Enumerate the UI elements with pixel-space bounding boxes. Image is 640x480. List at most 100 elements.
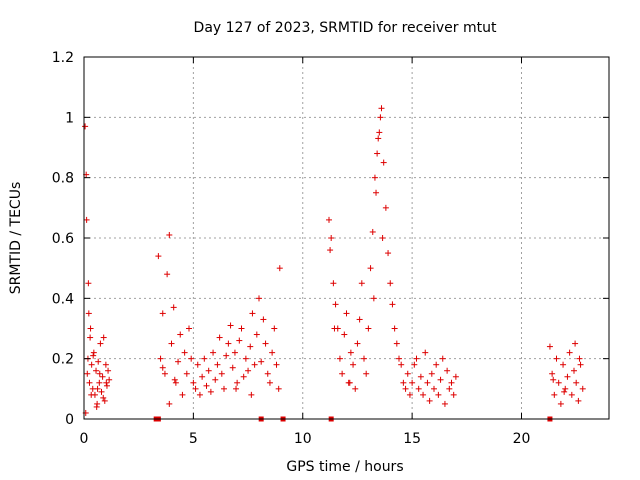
data-point [328, 235, 335, 241]
data-point [240, 373, 247, 380]
data-point [166, 231, 173, 238]
data-point [157, 355, 164, 362]
data-point [428, 370, 435, 377]
data-point [332, 301, 339, 308]
data-point [346, 379, 353, 386]
data-point [90, 352, 97, 359]
data-point [90, 349, 97, 356]
y-tick-label: 0 [65, 412, 74, 428]
data-point [389, 301, 396, 308]
data-point [343, 310, 350, 317]
data-point [415, 385, 422, 392]
data-point [568, 391, 575, 398]
data-point [183, 370, 190, 377]
data-point [420, 391, 427, 398]
data-point [249, 310, 256, 317]
data-point [365, 325, 372, 332]
data-point [441, 400, 448, 407]
data-point [356, 316, 363, 323]
data-point [576, 355, 583, 362]
data-point [247, 343, 254, 350]
data-point [549, 370, 556, 377]
data-point [562, 385, 569, 392]
data-point [98, 388, 105, 395]
data-point [96, 370, 103, 377]
y-tick-label: 1.2 [52, 50, 74, 66]
data-point [258, 358, 265, 365]
data-point [87, 325, 94, 332]
data-point [387, 280, 394, 287]
data-point [216, 334, 223, 341]
chart-title: Day 127 of 2023, SRMTID for receiver mtu… [194, 20, 497, 36]
data-point [393, 340, 400, 347]
data-point [326, 216, 332, 223]
data-point [273, 361, 280, 368]
data-point [101, 397, 108, 404]
data-point [452, 373, 459, 380]
data-point [82, 123, 89, 130]
data-point [391, 325, 398, 332]
data-point [93, 367, 100, 374]
data-point [233, 385, 240, 392]
data-point [155, 253, 162, 260]
data-point [199, 373, 206, 380]
data-point [175, 358, 182, 365]
data-point [396, 355, 402, 362]
data-point [256, 295, 262, 302]
data-point [105, 367, 112, 374]
x-tick-label: 20 [513, 431, 531, 447]
data-point [207, 388, 214, 395]
data-point [177, 331, 184, 338]
data-point [88, 391, 95, 398]
data-point [347, 349, 354, 356]
data-point [573, 379, 580, 386]
data-point [85, 310, 92, 317]
data-point [276, 265, 283, 272]
data-point [242, 355, 249, 362]
y-axis-label: SRMTID / TECUs [8, 182, 24, 295]
data-point [435, 391, 442, 398]
data-point [450, 391, 457, 398]
data-point [367, 265, 374, 272]
data-point [571, 367, 577, 374]
data-point [385, 250, 392, 257]
data-point [417, 373, 424, 380]
data-point [369, 228, 376, 235]
data-point [374, 150, 381, 157]
grid-lines [84, 57, 609, 419]
data-point [253, 331, 260, 338]
data-point [579, 385, 586, 392]
data-point [229, 364, 236, 371]
data-point [100, 334, 107, 341]
data-point [266, 379, 273, 386]
x-axis-label: GPS time / hours [286, 459, 403, 475]
x-tick-label: 5 [189, 431, 198, 447]
data-point [546, 343, 553, 350]
data-point [194, 361, 201, 368]
data-point [411, 361, 418, 368]
data-point [426, 397, 433, 404]
data-point [341, 331, 348, 338]
data-point [331, 325, 338, 332]
data-point [96, 379, 103, 386]
data-point [375, 135, 382, 142]
data-point [94, 385, 101, 392]
y-tick-label: 0.8 [52, 171, 74, 187]
data-point [575, 397, 582, 404]
data-point [171, 376, 178, 383]
data-point [378, 105, 385, 112]
data-point [400, 379, 407, 386]
data-point [95, 358, 102, 365]
data-point [566, 349, 573, 356]
axis-ticks: 0 0.2 0.4 0.6 0.8 1 1.2 0 5 10 15 20 [52, 50, 609, 447]
data-point [205, 367, 212, 374]
data-point [218, 370, 225, 377]
data-point [352, 385, 359, 392]
data-point [557, 400, 564, 407]
data-point [168, 340, 175, 347]
y-tick-label: 0.4 [52, 291, 74, 307]
data-point [433, 361, 440, 368]
data-point [431, 385, 437, 392]
data-point [166, 400, 173, 407]
data-point [99, 373, 106, 380]
